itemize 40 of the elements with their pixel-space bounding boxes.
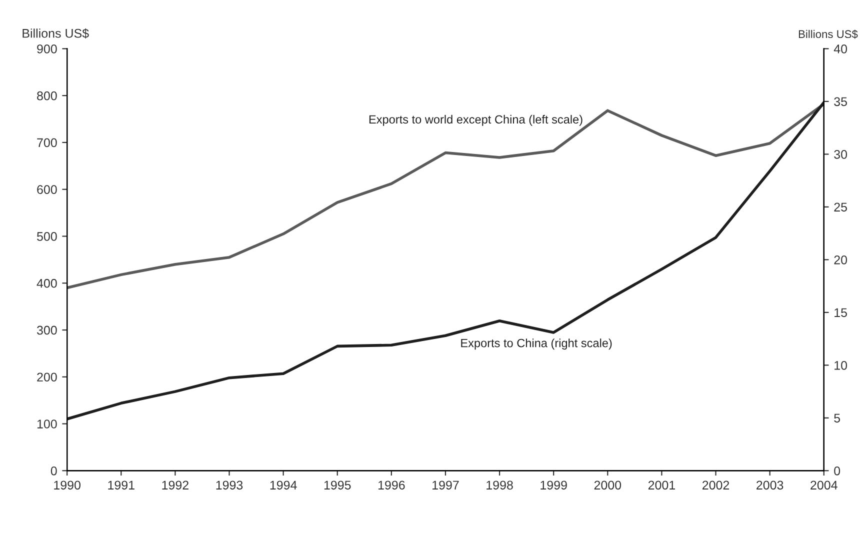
x-tick-label: 2003: [756, 480, 784, 490]
y2-axis-title: Billions US$: [798, 30, 858, 39]
x-tick-label: 2001: [648, 480, 676, 490]
y-axis-title: Billions US$: [22, 28, 89, 39]
y2-tick-label: 5: [834, 414, 840, 423]
y2-tick-label: 15: [834, 308, 847, 318]
line-series: [67, 102, 824, 290]
y-tick-label: 0: [50, 466, 57, 476]
x-tick-label: 1993: [216, 480, 243, 490]
series-label: Exports to world except China (left scale): [369, 114, 582, 126]
x-tick-label: 1996: [378, 480, 405, 490]
y2-tick-label: 10: [834, 360, 848, 370]
y-tick-label: 100: [37, 420, 57, 428]
y2-tick-label: 40: [834, 44, 848, 54]
y-tick-label: 900: [37, 44, 57, 54]
y2-tick-label: 35: [834, 97, 847, 106]
y2-tick-label: 0: [834, 466, 840, 476]
x-tick-label: 2004: [810, 480, 838, 490]
y-tick-label: 800: [37, 91, 57, 100]
series-label: Exports to China (right scale): [461, 338, 612, 350]
x-tick-label: 1998: [486, 480, 513, 490]
x-tick-label: 1994: [270, 480, 297, 490]
y2-tick-label: 25: [834, 202, 847, 212]
y2-tick-label: 20: [834, 255, 848, 264]
y-tick-label: 600: [37, 185, 57, 194]
x-tick-label: 2002: [702, 480, 730, 490]
x-tick-label: 1997: [432, 480, 459, 490]
x-tick-label: 1992: [162, 480, 188, 490]
y-tick-label: 700: [37, 138, 57, 148]
x-tick-label: 1995: [324, 480, 351, 490]
y-tick-label: 300: [36, 326, 57, 335]
x-tick-label: 1991: [108, 480, 134, 490]
y-tick-label: 500: [37, 232, 57, 241]
y-tick-label: 400: [36, 278, 57, 288]
y2-tick-label: 30: [834, 150, 848, 159]
x-tick-label: 1990: [54, 480, 80, 490]
x-tick-label: 2000: [594, 480, 622, 490]
y-tick-label: 200: [37, 372, 57, 382]
x-tick-label: 1999: [540, 480, 567, 490]
line-series: [67, 101, 824, 420]
